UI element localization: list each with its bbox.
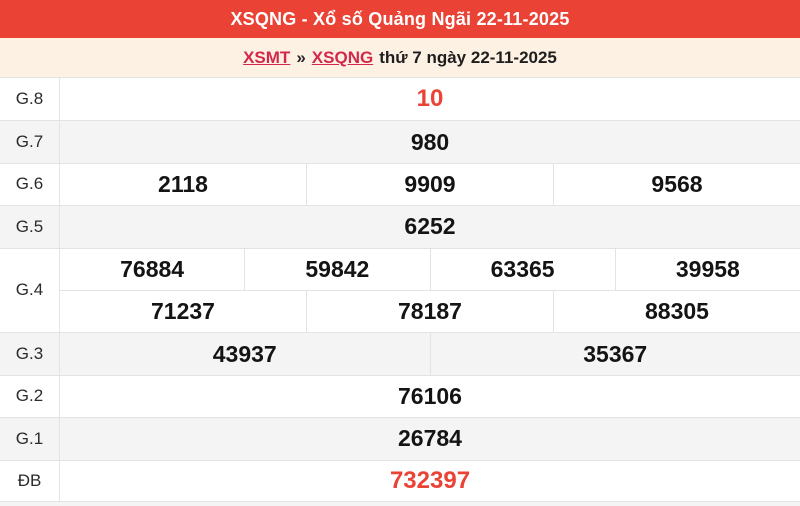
prize-label-g4: G.4 [0, 248, 60, 333]
prize-value-g8: 10 [416, 85, 444, 113]
prize-value-g2: 76106 [398, 382, 462, 409]
prize-value-g6-2: 9909 [306, 163, 553, 206]
table-row-g1: G.1 26784 [0, 417, 800, 460]
table-row-g8: G.8 10 [0, 78, 800, 121]
table-row-g2: G.2 76106 [0, 374, 800, 418]
table-bottom-strip [0, 501, 800, 506]
prize-value-g7: 980 [410, 128, 450, 155]
prize-value-g3-2: 35367 [429, 333, 800, 375]
results-table: G.8 10 G.7 980 G.6 2118 9909 9568 G.5 62… [0, 77, 800, 502]
prize-value-g4-3: 63365 [429, 248, 615, 290]
breadcrumb: XSMT » XSQNG thứ 7 ngày 22-11-2025 [0, 38, 800, 77]
prize-value-g5: 6252 [404, 213, 456, 240]
prize-value-g6-1: 2118 [158, 170, 208, 197]
page-title-bar: XSQNG - Xổ số Quảng Ngãi 22-11-2025 [0, 0, 800, 38]
table-row-g3: G.3 43937 35367 [0, 332, 800, 375]
prize-label-g1: G.1 [0, 418, 60, 460]
prize-label-g7: G.7 [0, 121, 60, 163]
prize-label-db: ĐB [0, 460, 60, 502]
prize-value-g4-4: 39958 [614, 248, 800, 290]
prize-value-g6-3: 9568 [553, 163, 800, 206]
prize-value-g4-1: 76884 [120, 255, 185, 282]
prize-value-g4-5: 71237 [151, 298, 215, 325]
prize-value-g4-2: 59842 [244, 248, 429, 290]
prize-label-g5: G.5 [0, 206, 60, 248]
table-row-g6: G.6 2118 9909 9568 [0, 162, 800, 206]
breadcrumb-link-xsqng[interactable]: XSQNG [311, 47, 374, 67]
prize-value-g4-7: 88305 [553, 290, 800, 333]
prize-value-g4-6: 78187 [306, 290, 553, 333]
prize-label-g2: G.2 [0, 375, 60, 418]
prize-label-g8: G.8 [0, 78, 60, 121]
table-row-g7: G.7 980 [0, 120, 800, 163]
prize-label-g6: G.6 [0, 163, 60, 206]
table-row-g4: G.4 76884 59842 63365 39958 71237 78187 … [0, 247, 800, 333]
prize-label-g3: G.3 [0, 333, 60, 375]
breadcrumb-link-xsmt[interactable]: XSMT [243, 47, 291, 67]
table-row-db: ĐB 732397 [0, 459, 800, 502]
breadcrumb-date: thứ 7 ngày 22-11-2025 [379, 47, 557, 67]
table-row-g5: G.5 6252 [0, 205, 800, 248]
breadcrumb-separator: » [296, 47, 306, 67]
prize-value-db: 732397 [389, 467, 471, 495]
prize-value-g1: 26784 [398, 425, 462, 452]
page-title: XSQNG - Xổ số Quảng Ngãi 22-11-2025 [230, 8, 570, 29]
prize-value-g3-1: 43937 [212, 340, 277, 367]
